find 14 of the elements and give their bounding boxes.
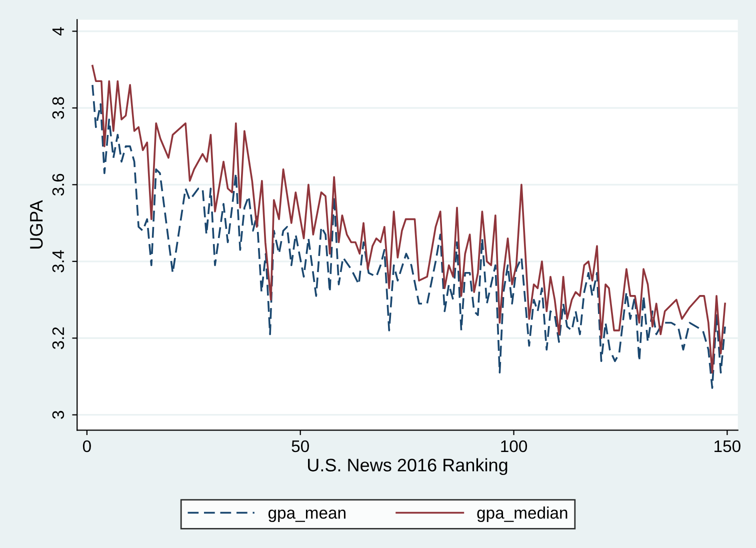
y-tick-label: 4 [52,27,64,36]
x-tick-label: 150 [714,440,740,452]
y-axis-title: UGPA [30,200,43,248]
y-tick-label: 3.4 [52,250,64,272]
y-tick-label: 3.8 [52,97,64,119]
x-tick-label: 100 [501,440,528,452]
x-tick-label: 50 [292,440,309,452]
y-tick-label: 3 [52,410,64,419]
x-axis-title: U.S. News 2016 Ranking [308,458,508,476]
x-tick-label: 0 [82,440,91,452]
y-tick-label: 3.2 [52,327,64,350]
legend-label: gpa_mean [268,510,346,522]
legend-label: gpa_median [477,506,568,522]
y-tick-label: 3.6 [52,174,64,196]
